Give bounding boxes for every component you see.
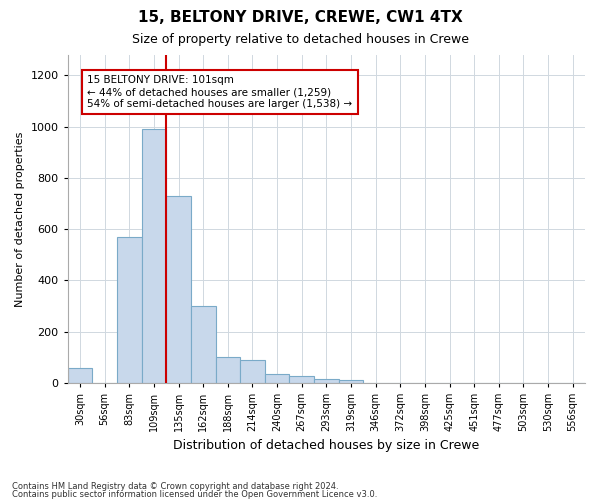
Bar — [338, 380, 364, 383]
Bar — [191, 306, 215, 383]
Text: Contains HM Land Registry data © Crown copyright and database right 2024.: Contains HM Land Registry data © Crown c… — [12, 482, 338, 491]
Y-axis label: Number of detached properties: Number of detached properties — [15, 131, 25, 306]
X-axis label: Distribution of detached houses by size in Crewe: Distribution of detached houses by size … — [173, 440, 479, 452]
Bar — [215, 357, 240, 383]
Bar — [240, 360, 265, 383]
Bar — [142, 130, 166, 383]
Bar — [265, 374, 289, 383]
Bar — [314, 379, 338, 383]
Bar — [289, 376, 314, 383]
Text: Contains public sector information licensed under the Open Government Licence v3: Contains public sector information licen… — [12, 490, 377, 499]
Bar — [68, 368, 92, 383]
Text: 15 BELTONY DRIVE: 101sqm
← 44% of detached houses are smaller (1,259)
54% of sem: 15 BELTONY DRIVE: 101sqm ← 44% of detach… — [88, 76, 353, 108]
Bar — [166, 196, 191, 383]
Text: 15, BELTONY DRIVE, CREWE, CW1 4TX: 15, BELTONY DRIVE, CREWE, CW1 4TX — [137, 10, 463, 25]
Bar — [117, 237, 142, 383]
Text: Size of property relative to detached houses in Crewe: Size of property relative to detached ho… — [131, 32, 469, 46]
